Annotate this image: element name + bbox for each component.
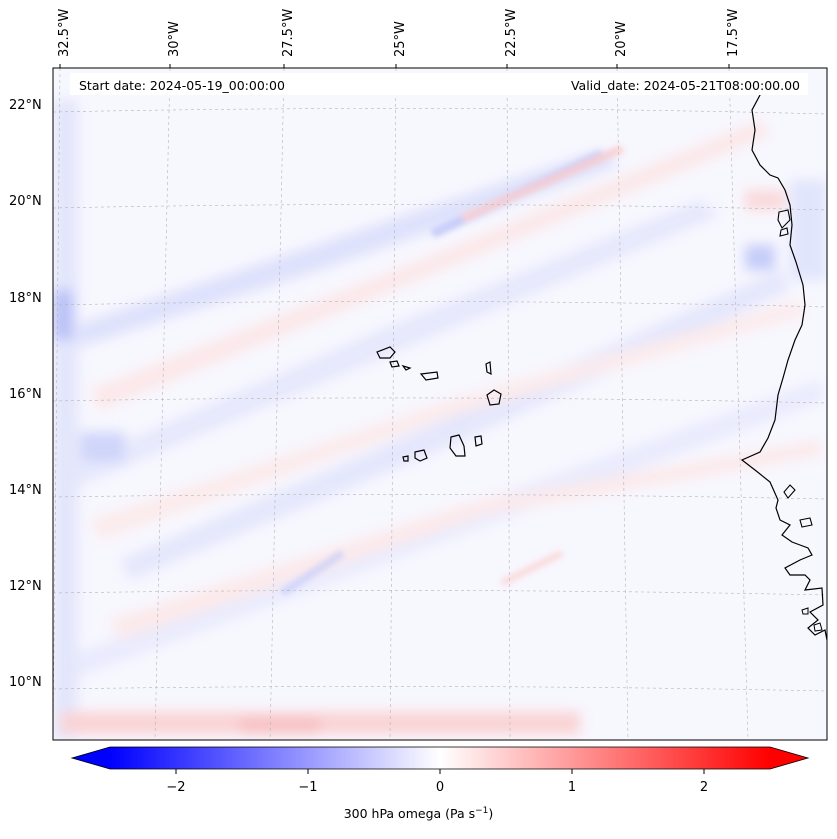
lat-label-12n: 12°N xyxy=(9,579,42,594)
colorbar-label-text: 300 hPa omega (Pa s xyxy=(343,806,476,822)
lat-label-18n: 18°N xyxy=(9,291,42,306)
colorbar-label-close: ) xyxy=(488,806,494,822)
colorbar-ticks xyxy=(175,769,705,774)
banc-d-arguin-islands xyxy=(777,209,791,237)
omega-field-bands xyxy=(53,100,827,740)
dakar-coast xyxy=(783,484,813,528)
colorbar xyxy=(70,746,810,774)
longitude-ticks xyxy=(59,64,730,68)
lat-label-20n: 20°N xyxy=(9,194,42,209)
graticule xyxy=(53,68,827,740)
colorbar-tick-label: −2 xyxy=(166,780,186,795)
lon-label-27-5w: 27.5°W xyxy=(281,8,296,57)
lon-label-25w: 25°W xyxy=(393,21,408,57)
start-date-label: Start date: 2024-05-19_00:00:00 xyxy=(79,78,285,93)
lat-label-16n: 16°N xyxy=(9,387,42,402)
colorbar-label-exponent: −1 xyxy=(475,806,489,816)
valid-date-label: Valid_date: 2024-05-21T08:00:00.00 xyxy=(570,78,800,93)
lon-label-22-5w: 22.5°W xyxy=(504,8,519,57)
lon-label-32-5w: 32.5°W xyxy=(57,8,72,57)
colorbar-max-extension xyxy=(770,747,808,769)
map-frame xyxy=(52,67,828,741)
lon-label-30w: 30°W xyxy=(167,21,182,57)
colorbar-min-extension xyxy=(72,747,110,769)
lon-label-17-5w: 17.5°W xyxy=(726,8,741,57)
colorbar-tick-label: 1 xyxy=(567,780,577,795)
colorbar-tick-label: −1 xyxy=(298,780,318,795)
cape-verde-islands xyxy=(376,346,502,462)
lat-label-10n: 10°N xyxy=(9,675,42,690)
omega-field-fine-streaks xyxy=(280,145,625,596)
bijagos-islands xyxy=(801,607,823,632)
lat-label-22n: 22°N xyxy=(9,98,42,113)
colorbar-gradient xyxy=(110,747,770,769)
lat-label-14n: 14°N xyxy=(9,483,42,498)
date-label-background xyxy=(70,73,808,95)
africa-coastline xyxy=(740,81,827,641)
colorbar-label: 300 hPa omega (Pa s−1) xyxy=(0,806,837,821)
colorbar-tick-label: 2 xyxy=(699,780,709,795)
lon-label-20w: 20°W xyxy=(614,21,629,57)
colorbar-outline xyxy=(70,746,810,770)
colorbar-tick-label: 0 xyxy=(435,780,445,795)
map-panel xyxy=(53,68,827,740)
